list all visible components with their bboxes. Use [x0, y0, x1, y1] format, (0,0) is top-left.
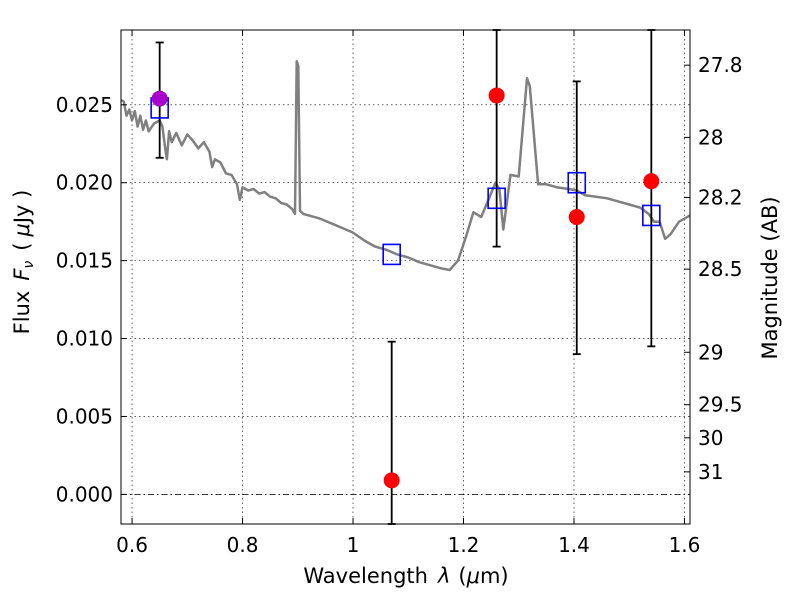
plot-frame: [120, 29, 691, 525]
observed-flux-point: [151, 90, 168, 107]
model-band-flux-square: [567, 171, 587, 194]
model-band-flux-square: [642, 204, 661, 227]
x-tick-label: 1.2: [448, 533, 480, 557]
y-axis-title: FluxFν(μJy ): [10, 190, 37, 335]
y2-axis-title: Magnitude (AB): [758, 196, 782, 359]
model-band-flux-square: [487, 187, 506, 210]
y-tick-label: 0.010: [56, 327, 113, 351]
y-tick-label: 0.005: [56, 404, 113, 428]
y-tick-label: 0.025: [56, 93, 113, 117]
model-spectrum-line: [120, 59, 691, 272]
y2-tick-label: 27.8: [698, 53, 743, 77]
observed-flux-point: [643, 173, 660, 190]
x-axis-title: Wavelength λ (μm): [303, 564, 508, 588]
y2-tick-label: 30: [698, 426, 723, 450]
x-tick-label: 1.6: [669, 533, 701, 557]
error-bars-layer: [155, 29, 656, 525]
model-spectrum-layer: [120, 59, 691, 272]
y2-tick-label: 31: [698, 460, 723, 484]
x-tick-label: 1.4: [558, 533, 590, 557]
x-tick-label: 0.8: [227, 533, 259, 557]
observed-flux-point: [383, 472, 400, 489]
grid-lines: [121, 30, 690, 524]
observed-flux-point: [568, 209, 585, 226]
x-tick-label: 0.6: [116, 533, 148, 557]
y2-tick-label: 29.5: [698, 393, 743, 417]
observed-points-layer: [151, 87, 660, 489]
y-tick-label: 0.020: [56, 171, 113, 195]
y2-tick-label: 28.2: [698, 185, 743, 209]
model-band-flux-square: [382, 243, 401, 266]
tick-labels: 0.6 0.8 1 1.2 1.4 1.6 0.000 0.005 0.010 0.015 0.02…: [56, 53, 743, 557]
axis-ticks: [121, 30, 690, 524]
y2-tick-label: 28.5: [698, 257, 743, 281]
y-tick-label: 0.000: [56, 482, 113, 506]
observed-flux-point: [488, 87, 505, 104]
y2-tick-label: 28: [698, 125, 723, 149]
y-tick-label: 0.015: [56, 249, 113, 273]
x-tick-label: 1: [347, 533, 360, 557]
y2-tick-label: 29: [698, 340, 723, 364]
model-band-flux-layer: [150, 97, 661, 266]
